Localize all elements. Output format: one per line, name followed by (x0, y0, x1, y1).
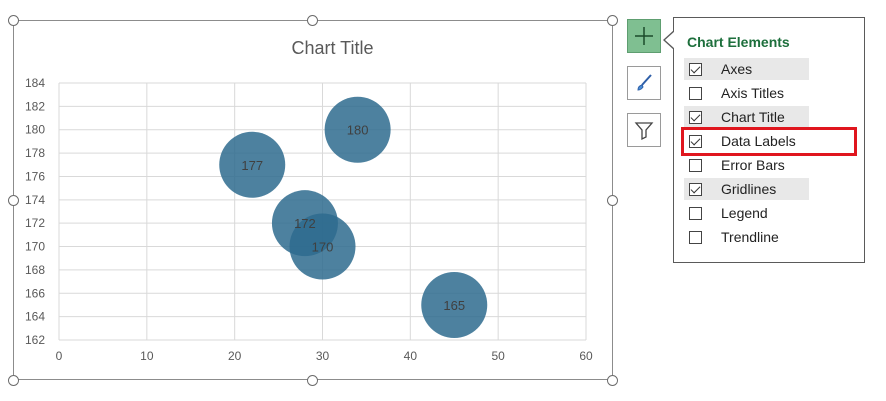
resize-handle-bottom-left[interactable] (8, 375, 19, 386)
option-label: Gridlines (721, 181, 777, 197)
checkbox[interactable] (689, 206, 702, 220)
option-label: Data Labels (721, 133, 796, 149)
chart-filters-button[interactable] (627, 113, 661, 147)
data-label: 165 (443, 298, 465, 313)
data-label: 177 (241, 158, 263, 173)
checkbox[interactable] (689, 230, 702, 244)
y-tick-label: 174 (25, 193, 45, 207)
resize-handle-top-center[interactable] (307, 15, 318, 26)
panel-pointer-inner (665, 31, 675, 49)
option-label: Axis Titles (721, 85, 785, 101)
option-legend[interactable]: Legend (684, 202, 809, 224)
resize-handle-middle-right[interactable] (607, 195, 618, 206)
bubble (421, 271, 488, 338)
checkbox[interactable] (689, 110, 702, 124)
data-label: 170 (312, 240, 334, 255)
y-tick-label: 180 (25, 123, 45, 137)
option-label: Error Bars (721, 157, 785, 173)
y-tick-label: 162 (25, 333, 45, 347)
x-tick-label: 40 (404, 349, 418, 363)
chart-area[interactable]: Chart Title 162 164 166 168 170 172 174 176 178 18… (13, 20, 613, 380)
x-tick-label: 20 (228, 349, 242, 363)
checkbox[interactable] (689, 62, 702, 76)
x-tick-label: 50 (491, 349, 505, 363)
x-tick-label: 10 (140, 349, 154, 363)
option-error-bars[interactable]: Error Bars (684, 154, 809, 176)
resize-handle-top-left[interactable] (8, 15, 19, 26)
bubble (324, 96, 391, 163)
option-label: Axes (721, 61, 753, 77)
checkbox[interactable] (689, 182, 702, 196)
chart-elements-button[interactable] (627, 19, 661, 53)
chart-styles-button[interactable] (627, 66, 661, 100)
plus-icon (635, 27, 653, 45)
option-label: Trendline (721, 229, 779, 245)
x-tick-label: 0 (56, 349, 63, 363)
highlight-box (681, 127, 857, 156)
bubble (219, 131, 286, 198)
option-trendline[interactable]: Trendline (684, 226, 809, 248)
resize-handle-bottom-center[interactable] (307, 375, 318, 386)
y-tick-label: 172 (25, 216, 45, 230)
y-tick-label: 166 (25, 286, 45, 300)
y-tick-label: 182 (25, 99, 45, 113)
data-label: 172 (294, 216, 316, 231)
option-data-labels[interactable]: Data Labels (684, 130, 809, 152)
resize-handle-bottom-right[interactable] (607, 375, 618, 386)
y-tick-label: 170 (25, 240, 45, 254)
y-tick-label: 178 (25, 146, 45, 160)
option-gridlines[interactable]: Gridlines (684, 178, 809, 200)
option-chart-title[interactable]: Chart Title (684, 106, 809, 128)
x-tick-label: 60 (579, 349, 593, 363)
option-label: Chart Title (721, 109, 785, 125)
checkbox[interactable] (689, 86, 702, 100)
checkbox[interactable] (689, 134, 702, 148)
paintbrush-icon (637, 74, 652, 91)
panel-title: Chart Elements (687, 34, 790, 50)
option-axis-titles[interactable]: Axis Titles (684, 82, 809, 104)
x-tick-label: 30 (316, 349, 330, 363)
option-label: Legend (721, 205, 768, 221)
y-tick-label: 176 (25, 169, 45, 183)
y-tick-label: 168 (25, 263, 45, 277)
checkbox[interactable] (689, 158, 702, 172)
filter-icon (634, 122, 654, 141)
scatter-chart: Chart Title 162 164 166 168 170 172 174 176 178 18… (25, 38, 593, 363)
y-tick-label: 164 (25, 310, 45, 324)
data-label: 180 (347, 123, 369, 138)
resize-handle-middle-left[interactable] (8, 195, 19, 206)
bubble (289, 213, 356, 280)
chart-title: Chart Title (291, 38, 373, 58)
y-tick-label: 184 (25, 76, 45, 90)
option-axes[interactable]: Axes (684, 58, 809, 80)
resize-handle-top-right[interactable] (607, 15, 618, 26)
chart-elements-panel: Chart Elements Axes Axis Titles Chart Titl… (673, 17, 865, 263)
